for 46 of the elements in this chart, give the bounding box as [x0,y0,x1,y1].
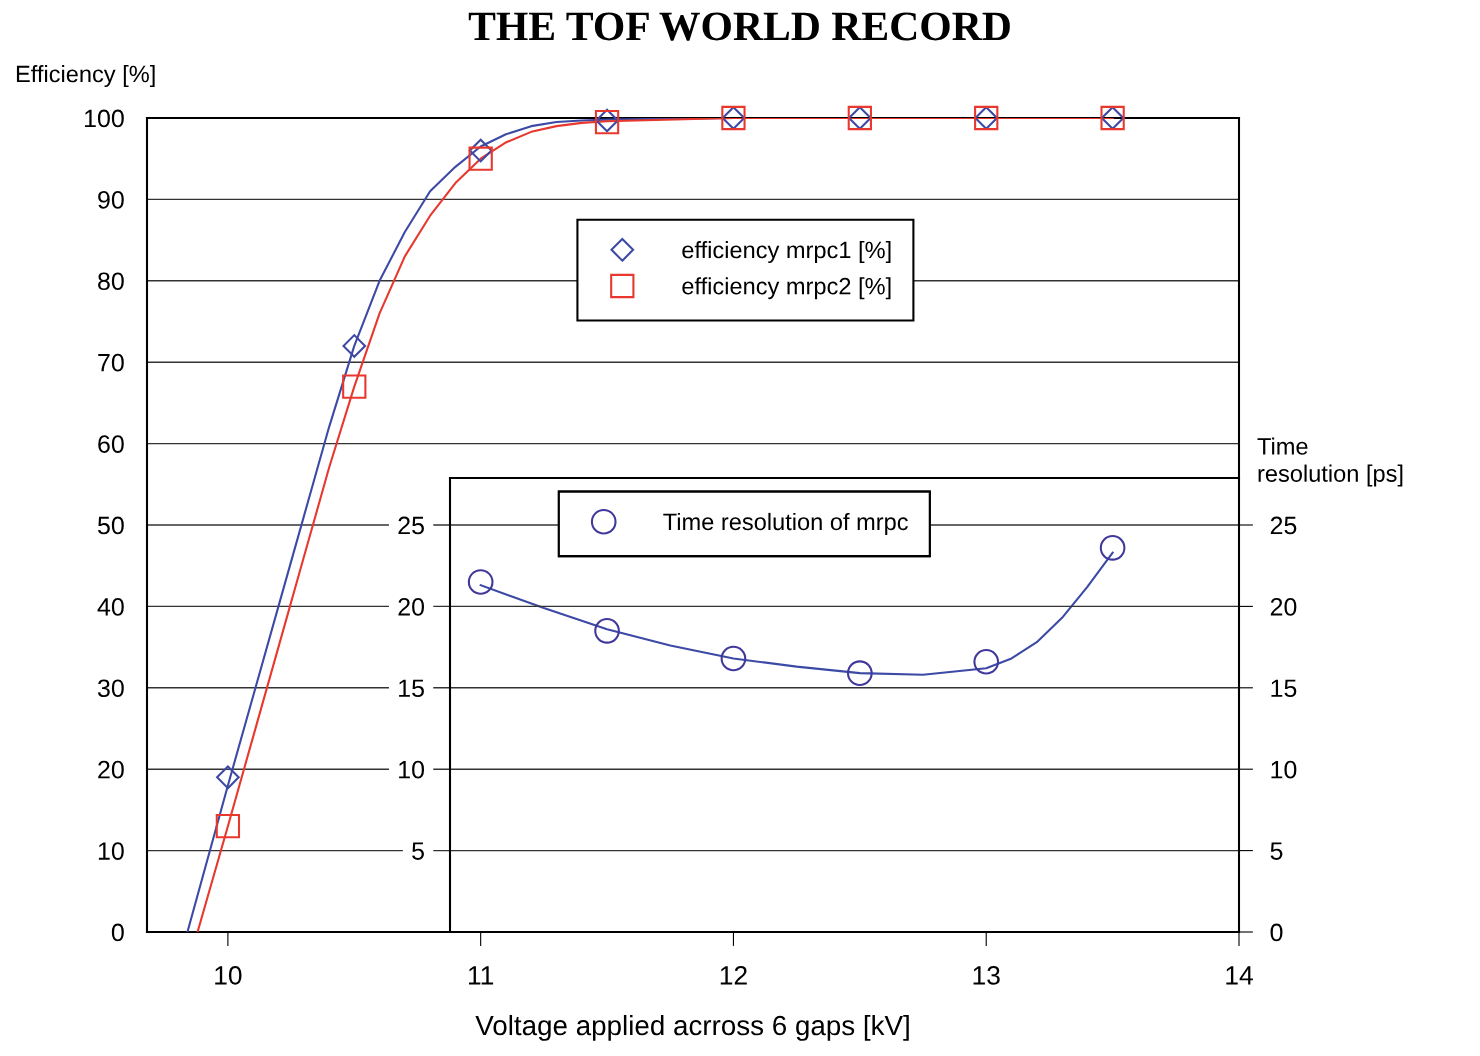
point [468,138,493,163]
y2-tick-label: 0 [1270,923,1283,942]
point [342,334,367,358]
x-tick-label: 10 [215,966,242,985]
x-axis-title: Voltage applied acrross 6 gaps [kV] [475,1014,909,1041]
point [468,146,493,171]
x-tick-label: 12 [720,966,747,985]
point [342,374,367,399]
point [973,648,1000,675]
y2-tick-label: 5 [1270,842,1283,860]
y2-axis-title: Time resolution [ps] [1257,437,1403,487]
x-tick-label: 14 [1226,966,1253,985]
y2-tick-label: 15 [1271,679,1297,698]
y-tick-label: 30 [97,679,124,698]
point [467,569,494,595]
y-tick-label: 100 [84,109,124,128]
y-tick-label: 10 [98,842,124,860]
chart-title: THE TOF WORLD RECORD [468,12,1010,41]
y3-tick-label: 5 [412,842,424,860]
y3-tick-label: 10 [399,760,425,779]
point [215,814,241,839]
point [846,660,873,686]
y-tick-label: 40 [97,598,124,616]
y2-tick-label: 10 [1271,760,1297,779]
y3-tick-label: 20 [398,598,425,616]
x-tick-label: 11 [468,966,494,985]
y3-tick-label: 25 [398,516,424,535]
point [216,765,240,790]
legend-label: efficiency mrpc2 [%] [682,277,891,300]
y-tick-label: 0 [111,923,124,942]
point [720,645,747,672]
legend-label: Time resolution of mrpc [663,512,908,535]
point [1099,534,1126,561]
y-tick-label: 90 [98,191,124,209]
point [594,617,620,644]
x-tick-label: 13 [973,966,1000,985]
legend-label: efficiency mrpc1 [%] [682,241,891,264]
y2-tick-label: 25 [1270,516,1297,535]
y-tick-label: 50 [97,516,124,535]
y-tick-label: 80 [98,272,124,291]
y2-tick-label: 20 [1270,598,1297,616]
y-tick-label: 20 [98,760,124,779]
y3-tick-label: 15 [399,679,424,698]
y-axis-title: Efficiency [%] [16,65,155,87]
y-tick-label: 60 [98,435,124,453]
y-tick-label: 70 [98,353,124,372]
